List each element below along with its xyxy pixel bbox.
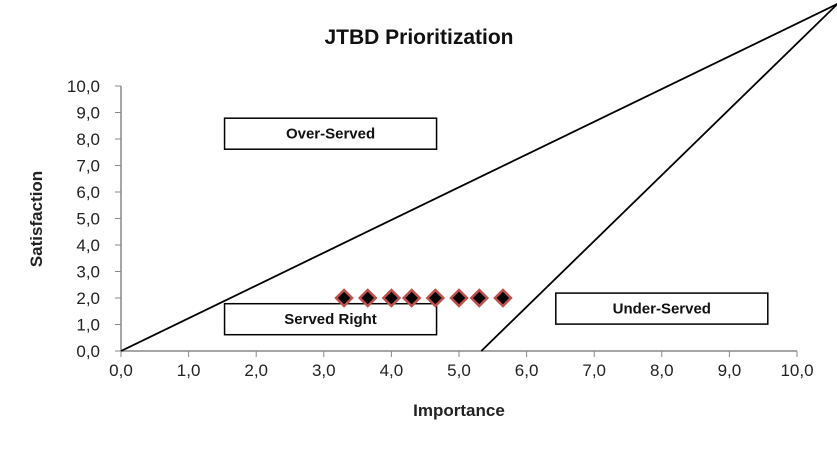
- x-tick-label: 4,0: [380, 361, 404, 380]
- zone-label-box: [223, 117, 438, 150]
- data-point: [469, 288, 490, 308]
- x-tick-label: 3,0: [312, 361, 336, 380]
- zone-label-box: [223, 302, 438, 336]
- chart-title: JTBD Prioritization: [324, 26, 513, 49]
- x-tick-label: 5,0: [447, 361, 471, 380]
- x-axis-label: Importance: [413, 401, 505, 420]
- upper-boundary-line: [120, 3, 837, 352]
- zone-label: Over-Served: [286, 126, 375, 143]
- y-tick-label: 8,0: [76, 130, 100, 149]
- x-tick-label: 9,0: [718, 361, 742, 380]
- x-tick-label: 2,0: [244, 361, 268, 380]
- y-tick-label: 2,0: [76, 289, 100, 308]
- x-tick-label: 1,0: [177, 361, 201, 380]
- y-tick-label: 7,0: [76, 157, 100, 176]
- x-tick-label: 6,0: [515, 361, 539, 380]
- data-point: [401, 288, 422, 308]
- x-tick-label: 8,0: [650, 361, 674, 380]
- x-tick-label: 7,0: [582, 361, 606, 380]
- zone-label: Served Right: [284, 311, 377, 328]
- y-tick-label: 9,0: [76, 104, 100, 123]
- y-tick-label: 10,0: [67, 77, 100, 96]
- x-tick-label: 0,0: [109, 361, 133, 380]
- y-tick-label: 1,0: [76, 316, 100, 335]
- data-point: [493, 288, 513, 308]
- x-tick-label: 10,0: [780, 361, 813, 380]
- y-tick-label: 0,0: [76, 342, 100, 361]
- data-point: [357, 288, 378, 308]
- data-point: [334, 288, 354, 308]
- zone-label-box: [555, 292, 769, 325]
- y-tick-label: 5,0: [76, 210, 100, 229]
- y-axis-label: Satisfaction: [27, 171, 46, 267]
- zone-label: Under-Served: [613, 301, 711, 318]
- data-point: [381, 288, 402, 308]
- lower-boundary-line: [480, 3, 837, 352]
- data-point: [425, 288, 446, 308]
- data-point: [449, 288, 469, 308]
- y-tick-label: 3,0: [76, 263, 100, 282]
- y-tick-label: 4,0: [76, 236, 100, 255]
- y-tick-label: 6,0: [76, 183, 100, 202]
